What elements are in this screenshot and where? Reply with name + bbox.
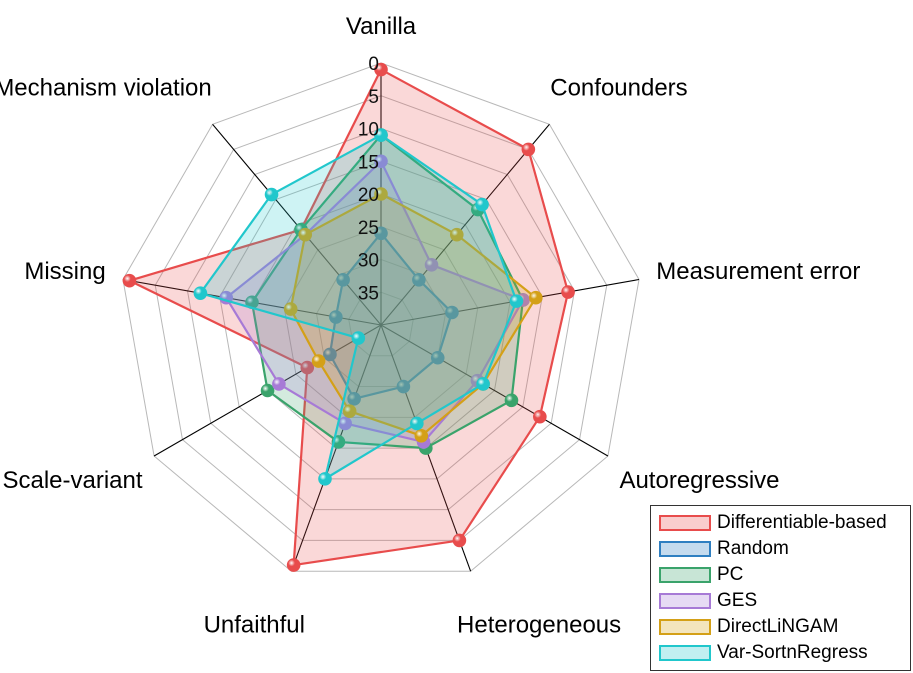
series-var-sortnregress	[193, 128, 524, 486]
legend-swatch-var-sortnregress	[659, 645, 711, 661]
data-point	[193, 286, 208, 300]
data-point	[504, 393, 519, 408]
data-point	[414, 428, 429, 443]
data-point	[264, 187, 279, 202]
axis-label: Heterogeneous	[457, 611, 621, 638]
legend: Differentiable-based Random PC GES Direc…	[650, 505, 911, 671]
radial-tick-label: 20	[358, 185, 379, 206]
data-point	[338, 416, 352, 431]
legend-swatch-random	[659, 541, 711, 557]
radar-series-layer	[122, 62, 575, 572]
data-point	[347, 392, 361, 406]
data-point	[283, 302, 298, 316]
data-point	[452, 533, 467, 548]
data-point	[410, 416, 424, 431]
legend-item: GES	[659, 590, 757, 612]
radial-tick-label: 10	[358, 120, 379, 141]
data-point	[323, 347, 337, 362]
data-point	[561, 285, 575, 299]
radial-tick-label: 5	[368, 87, 379, 108]
radial-tick-label: 30	[358, 251, 379, 272]
radial-tick-label: 35	[358, 283, 379, 304]
legend-swatch-differentiable	[659, 515, 711, 531]
legend-item: DirectLiNGAM	[659, 616, 838, 638]
axis-label: Scale-variant	[2, 467, 142, 494]
data-point	[298, 227, 313, 242]
grid-ring	[122, 62, 640, 572]
data-point	[260, 383, 275, 398]
data-point	[529, 290, 543, 305]
radial-tick-label: 15	[358, 152, 379, 173]
series-random	[323, 226, 459, 406]
legend-label: GES	[717, 590, 758, 611]
data-point	[424, 257, 439, 272]
data-point	[476, 377, 490, 391]
grid-ring	[154, 95, 608, 541]
series-area	[225, 160, 525, 444]
radial-tick-label: 25	[358, 218, 379, 239]
axis-label: Unfaithful	[204, 611, 305, 638]
legend-item: Random	[659, 538, 789, 560]
data-point	[374, 154, 388, 169]
data-point	[286, 558, 301, 572]
data-point	[430, 350, 445, 365]
data-point	[374, 128, 388, 142]
axis-labels: Vanilla Confounders Measurement error Autor…	[0, 13, 860, 638]
data-point	[329, 310, 343, 324]
data-point	[374, 187, 388, 201]
data-point	[445, 305, 459, 320]
data-point	[509, 294, 524, 308]
data-point	[521, 142, 536, 157]
axis-spoke	[380, 123, 550, 326]
grid-ring	[251, 193, 511, 449]
data-point	[412, 273, 426, 287]
series-area	[289, 192, 537, 437]
legend-label: PC	[717, 564, 744, 585]
data-point	[475, 197, 489, 212]
axis-label: Autoregressive	[619, 467, 779, 494]
grid-ring	[348, 291, 414, 357]
data-point	[245, 295, 259, 310]
radial-tick-label: 0	[368, 54, 379, 75]
axis-label: Mechanism violation	[0, 75, 212, 102]
radial-tick-labels: 0 5 10 15 20 25 30 35	[358, 54, 379, 304]
legend-swatch-pc	[659, 567, 711, 583]
legend-item: Var-SortnRegress	[659, 642, 868, 664]
data-point	[449, 227, 464, 242]
legend-item: Differentiable-based	[659, 512, 887, 534]
series-area	[199, 133, 518, 480]
data-point	[374, 62, 388, 77]
legend-label: Random	[717, 538, 789, 559]
data-point	[122, 273, 137, 288]
data-point	[351, 331, 366, 345]
legend-label: Var-SortnRegress	[717, 642, 868, 663]
data-point	[533, 409, 547, 424]
legend-label: DirectLiNGAM	[717, 616, 839, 637]
data-point	[300, 360, 315, 375]
axis-label: Vanilla	[346, 13, 417, 40]
grid-ring	[219, 160, 543, 480]
legend-item: PC	[659, 564, 743, 586]
legend-swatch-directlingam	[659, 619, 711, 635]
data-point	[311, 354, 326, 368]
data-point	[374, 226, 388, 241]
data-point	[342, 404, 357, 418]
axis-label: Missing	[24, 258, 105, 285]
axis-label: Confounders	[550, 75, 687, 102]
grid-ring	[186, 127, 576, 511]
legend-label: Differentiable-based	[717, 512, 887, 533]
axis-spoke	[380, 324, 609, 457]
grid-ring	[283, 226, 479, 418]
legend-swatch-ges	[659, 593, 711, 609]
series-area	[328, 232, 454, 400]
data-point	[318, 472, 332, 486]
data-point	[336, 273, 350, 287]
data-point	[396, 379, 411, 394]
data-point	[272, 377, 286, 391]
axis-label: Measurement error	[656, 258, 860, 285]
